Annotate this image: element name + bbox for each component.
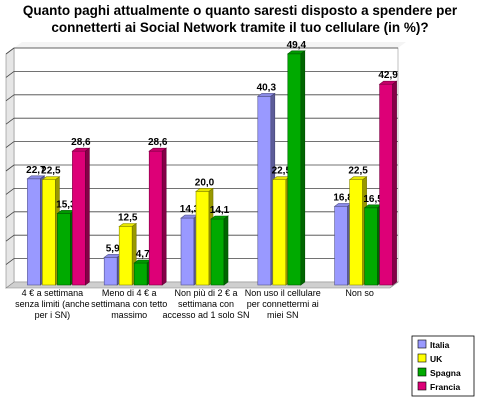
category-label: settimana con — [178, 299, 234, 309]
data-label: 22,5 — [272, 166, 292, 177]
data-label: 28,6 — [148, 137, 168, 148]
gridline-side — [5, 188, 15, 195]
bar — [287, 53, 302, 286]
bar — [195, 191, 210, 286]
bar-side — [161, 147, 167, 286]
bar — [42, 179, 56, 286]
category-label: massimo — [111, 310, 147, 320]
category-label: senza limiti (anche — [15, 299, 90, 309]
data-label: 42,9 — [378, 70, 398, 81]
chart-title-line-1: Quanto paghi attualmente o quanto sarest… — [22, 3, 458, 18]
bar-side — [85, 147, 90, 286]
bar — [57, 213, 71, 286]
bar — [364, 207, 378, 286]
gridline-side — [5, 71, 15, 78]
category-label: accesso ad 1 solo SN — [162, 310, 249, 320]
bar-side — [223, 215, 229, 286]
legend-label: Francia — [430, 382, 461, 392]
bar-side — [300, 50, 306, 286]
data-label: 22,5 — [41, 166, 61, 177]
legend-label: Italia — [430, 340, 450, 350]
data-label: 40,3 — [257, 82, 277, 93]
category-label: Meno di 4 € a — [102, 288, 157, 298]
data-label: 4,7 — [136, 249, 150, 260]
bar — [103, 257, 118, 286]
data-label: 49,4 — [287, 40, 307, 51]
data-label: 14,1 — [210, 205, 230, 216]
legend-swatch — [417, 339, 427, 349]
bar — [379, 83, 393, 286]
gridline-side — [5, 234, 15, 242]
bar-side — [392, 80, 397, 286]
chart-title-line-2: connetterti ai Social Network tramite il… — [51, 20, 429, 35]
category-label: settimana con tetto — [91, 299, 167, 309]
data-label: 16,8 — [333, 192, 353, 203]
gridline-side — [5, 117, 15, 125]
bar — [349, 179, 363, 286]
bar — [133, 262, 148, 286]
bar — [72, 150, 86, 286]
gridline-side — [5, 94, 15, 102]
chart-title: Quanto paghi attualmente o quanto sarest… — [0, 2, 480, 36]
category-label: Non so — [345, 288, 374, 298]
category-label: per i SN) — [35, 310, 71, 320]
bar — [180, 217, 195, 286]
data-label: 5,9 — [106, 243, 120, 254]
bar — [272, 179, 287, 286]
bar — [118, 226, 133, 286]
bar — [334, 206, 348, 286]
data-label: 22,5 — [348, 166, 368, 177]
category-label: per connettermi ai — [247, 299, 319, 309]
data-label: 20,0 — [195, 177, 215, 188]
gridline-side — [5, 47, 15, 55]
legend-swatch — [417, 367, 427, 377]
legend-swatch — [417, 381, 427, 391]
data-label: 14,3 — [180, 204, 200, 215]
data-label: 22,7 — [26, 165, 46, 176]
legend-swatch — [417, 353, 427, 363]
gridline-side — [5, 141, 15, 148]
bar — [257, 96, 272, 286]
category-label: miei SN — [267, 310, 299, 320]
data-label: 28,6 — [71, 137, 91, 148]
gridline-side — [5, 211, 15, 219]
category-label: Non più di 2 € a — [174, 288, 237, 298]
bar — [210, 218, 225, 286]
category-label: Non uso il cellulare — [245, 288, 321, 298]
data-label: 12,5 — [118, 213, 138, 224]
legend-label: Spagna — [430, 368, 461, 378]
data-label: 15,3 — [56, 199, 76, 210]
category-label: 4 € a settimana — [22, 288, 84, 298]
data-label: 16,5 — [363, 194, 383, 205]
gridline-side — [5, 164, 15, 172]
plot-top-wall — [14, 42, 406, 48]
legend-label: UK — [430, 354, 443, 364]
bar — [27, 178, 41, 286]
gridline-side — [5, 258, 15, 265]
bar — [148, 150, 163, 286]
